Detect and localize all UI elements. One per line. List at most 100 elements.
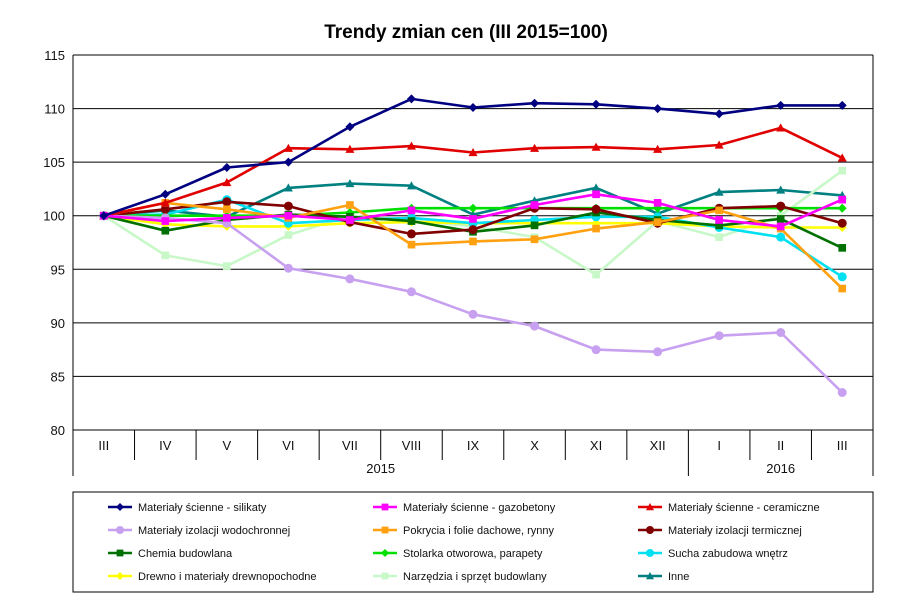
x-tick-label: V — [223, 438, 232, 453]
data-point — [222, 178, 232, 187]
legend-swatch-marker — [381, 526, 389, 534]
data-point — [837, 272, 847, 282]
data-point — [468, 148, 478, 157]
data-point — [161, 251, 170, 260]
legend-swatch-marker — [116, 503, 124, 511]
legend-item: Materiały izolacji wodochronnej — [108, 525, 290, 537]
data-point — [591, 142, 601, 151]
data-point — [99, 211, 109, 221]
data-point — [283, 183, 293, 192]
data-point — [837, 218, 847, 228]
y-tick-label: 95 — [51, 262, 65, 277]
data-point — [592, 270, 600, 279]
legend-label: Materiały ścienne - ceramiczne — [668, 502, 820, 514]
x-tick-label: VIII — [402, 438, 422, 453]
data-point — [838, 166, 847, 175]
x-tick-label: VII — [342, 438, 358, 453]
legend-label: Materiały izolacji wodochronnej — [138, 525, 290, 537]
data-point — [406, 229, 416, 239]
data-point — [714, 331, 724, 341]
legend-label: Materiały ścienne - silikaty — [138, 502, 267, 514]
data-point — [714, 187, 724, 196]
data-point — [653, 199, 662, 207]
data-point — [468, 203, 478, 213]
data-point — [838, 244, 847, 252]
data-point — [591, 183, 601, 192]
legend-item: Sucha zabudowa wnętrz — [638, 548, 788, 560]
data-point — [223, 214, 231, 222]
data-point — [223, 262, 231, 270]
data-point — [468, 309, 478, 319]
legend-item: Materiały ścienne - ceramiczne — [638, 502, 820, 514]
data-point — [715, 233, 723, 241]
y-tick-label: 100 — [43, 209, 65, 224]
legend-swatch-marker — [381, 503, 389, 511]
legend-box — [72, 491, 874, 593]
y-tick-label: 110 — [44, 102, 65, 117]
y-tick-label: 115 — [44, 48, 65, 63]
data-point — [223, 205, 231, 214]
legend-label: Inne — [668, 571, 689, 583]
data-point — [776, 232, 786, 242]
data-point — [283, 263, 293, 273]
x-group-label: 2015 — [366, 461, 395, 476]
data-point — [222, 163, 232, 172]
data-point — [283, 201, 293, 211]
legend-label: Narzędzia i sprzęt budowlany — [403, 571, 547, 583]
x-tick-label: X — [530, 438, 539, 453]
data-point — [776, 222, 785, 231]
legend-item: Materiały ścienne - silikaty — [108, 502, 267, 514]
legend-item: Materiały ścienne - gazobetony — [373, 502, 556, 514]
data-point — [653, 144, 663, 153]
data-point — [346, 201, 354, 209]
data-point — [530, 235, 539, 244]
data-point — [776, 201, 786, 211]
data-point — [161, 217, 170, 225]
data-point — [160, 189, 170, 199]
legend-item: Drewno i materiały drewnopochodne — [108, 571, 317, 583]
legend-label: Stolarka otworowa, parapety — [403, 548, 543, 560]
data-point — [837, 388, 847, 397]
legend: Materiały ścienne - silikaty Materiały śc… — [72, 491, 874, 593]
series-group — [99, 94, 847, 221]
x-tick-label: III — [98, 438, 109, 453]
x-tick-label: III — [837, 438, 848, 453]
data-point — [406, 181, 416, 190]
legend-swatch-marker — [116, 549, 124, 557]
grid — [73, 54, 873, 431]
data-point — [283, 157, 293, 167]
data-point — [653, 347, 663, 357]
data-point — [530, 221, 539, 230]
legend-swatch-marker — [646, 503, 654, 511]
legend-swatch-marker — [116, 526, 124, 534]
data-point — [407, 206, 416, 215]
data-point — [776, 100, 786, 110]
data-point — [715, 221, 723, 230]
data-point — [838, 284, 847, 293]
data-point — [837, 100, 847, 110]
legend-label: Drewno i materiały drewnopochodne — [138, 571, 317, 583]
data-point — [653, 104, 663, 114]
x-tick-label: IX — [467, 438, 480, 453]
data-point — [406, 141, 416, 150]
data-point — [715, 216, 723, 224]
data-point — [776, 215, 785, 223]
legend-item: Materiały izolacji termicznej — [638, 525, 802, 537]
data-point — [530, 201, 539, 209]
data-point — [592, 224, 600, 233]
data-point — [591, 99, 601, 109]
data-point — [345, 179, 355, 188]
legend-item: Stolarka otworowa, parapety — [373, 548, 543, 560]
data-point — [776, 185, 786, 194]
data-point — [837, 203, 847, 213]
data-point — [406, 94, 416, 104]
x-tick-label: II — [777, 438, 784, 453]
x-tick-label: VI — [282, 438, 294, 453]
data-point — [776, 328, 786, 337]
chart-title: Trendy zmian cen (III 2015=100) — [324, 22, 608, 43]
data-point — [469, 237, 477, 246]
data-point — [345, 144, 355, 153]
data-point — [591, 204, 601, 214]
legend-item: Inne — [638, 571, 689, 583]
